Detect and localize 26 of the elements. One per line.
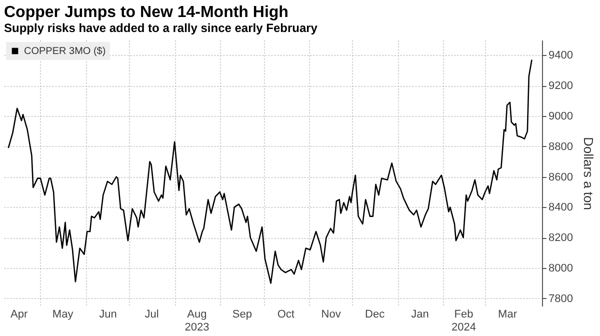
y-tick-label: 9000 bbox=[548, 110, 573, 122]
y-tick-label: 8800 bbox=[548, 140, 573, 153]
y-tick-label: 7800 bbox=[548, 292, 573, 305]
x-tick-label: Jan bbox=[411, 308, 429, 320]
chart-title: Copper Jumps to New 14-Month High bbox=[4, 4, 288, 21]
y-tick-label: 8000 bbox=[548, 262, 573, 274]
x-tick-label: May bbox=[52, 308, 74, 320]
y-tick-label: 8200 bbox=[548, 232, 573, 244]
x-tick-label: Sep bbox=[232, 308, 252, 320]
y-tick-label: 9400 bbox=[548, 50, 573, 62]
chart-subtitle: Supply risks have added to a rally since early February bbox=[4, 21, 318, 35]
y-tick-label: 9200 bbox=[548, 80, 573, 92]
y-tick-label: 8600 bbox=[548, 171, 573, 184]
x-tick-label: Apr bbox=[10, 308, 28, 320]
x-tick-label: Oct bbox=[277, 308, 294, 320]
x-tick-label: Jun bbox=[99, 308, 117, 320]
legend-label: COPPER 3MO ($) bbox=[24, 46, 106, 57]
y-axis-title: Dollars a ton bbox=[580, 137, 596, 210]
y-tick-label: 8400 bbox=[548, 202, 573, 214]
x-tick-label: Aug 2023 bbox=[184, 308, 210, 334]
x-tick-label: Nov bbox=[321, 308, 342, 320]
x-tick-label: Jul bbox=[144, 308, 159, 320]
x-tick-label: Mar bbox=[498, 308, 518, 320]
x-tick-label: Feb 2024 bbox=[452, 308, 476, 334]
line-series bbox=[8, 59, 532, 284]
x-tick-label: Dec bbox=[365, 308, 386, 320]
